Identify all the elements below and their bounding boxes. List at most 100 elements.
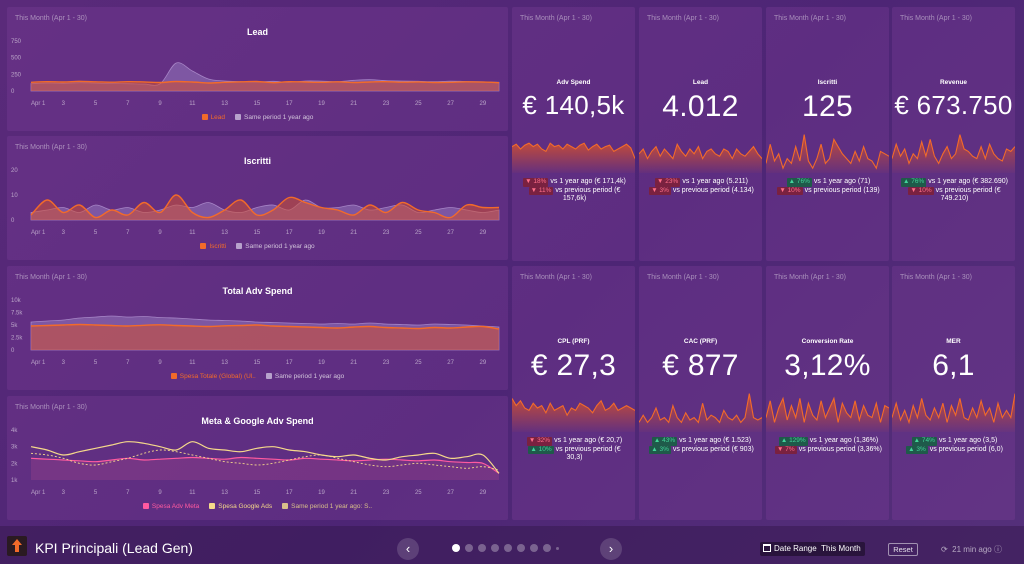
x-tick-label: 19 (318, 490, 325, 496)
comparison-row: ▲ 74% vs 1 year ago (3,5) (900, 437, 1009, 446)
page-dot[interactable] (491, 544, 499, 552)
page-dot[interactable] (530, 544, 538, 552)
chart-title: Lead (246, 27, 268, 37)
comparison-row: ▼ 7% vs previous period (3,36%) (774, 445, 883, 455)
trend-up-badge: ▲ 10% (528, 445, 554, 455)
last-refresh[interactable]: ⟳ 21 min ago ⓘ (941, 544, 1002, 555)
date-range-selector[interactable]: Date Range This Month (760, 542, 865, 556)
kpi-tile-3[interactable]: This Month (Apr 1 - 30) Revenue € 673.750 ▲… (892, 7, 1015, 261)
legend-swatch (170, 373, 177, 379)
x-tick-label: 3 (62, 360, 66, 366)
x-tick-label: 9 (158, 101, 162, 107)
x-tick-label: 21 (350, 360, 357, 366)
x-tick-label: 23 (383, 230, 390, 236)
x-tick-label: 9 (158, 490, 162, 496)
chart-tile-1[interactable]: This Month (Apr 1 - 30) Iscritti 20 10 0 Apr … (7, 136, 508, 260)
legend-item[interactable]: Same period 1 year ago (265, 373, 344, 380)
triangle-up-icon: ▲ (530, 445, 539, 453)
kpi-tile-0[interactable]: This Month (Apr 1 - 30) Adv Spend € 140,5k… (512, 7, 635, 261)
legend-item[interactable]: Spesa Totale (Global) (Ul.. (170, 373, 256, 380)
tile-period: This Month (Apr 1 - 30) (647, 274, 719, 281)
x-tick-label: Apr 1 (31, 101, 46, 107)
kpi-tile-7[interactable]: This Month (Apr 1 - 30) MER 6,1 ▲ 74% vs 1 y… (892, 266, 1015, 520)
kpi-title: CPL (PRF) (557, 338, 590, 345)
comparison-row: ▼ 18% vs 1 year ago (€ 171,4k) (520, 178, 629, 187)
page-dot[interactable] (465, 544, 473, 552)
x-tick-label: 7 (126, 101, 130, 107)
legend-swatch (209, 503, 216, 509)
kpi-value: € 673.750 (894, 90, 1013, 120)
x-tick-label: 17 (286, 490, 293, 496)
next-page-button[interactable]: › (600, 538, 622, 560)
tile-period: This Month (Apr 1 - 30) (900, 15, 972, 22)
page-dot[interactable] (478, 544, 486, 552)
kpi-sparkline (512, 142, 635, 173)
badge-value: 11% (538, 186, 552, 194)
trend-down-badge: ▼ 32% (526, 437, 553, 446)
comparison-row: ▲ 129% vs 1 year ago (1,36%) (774, 437, 883, 446)
kpi-tile-5[interactable]: This Month (Apr 1 - 30) CAC (PRF) € 877 ▲ 4… (639, 266, 762, 520)
previous-page-button[interactable]: ‹ (397, 538, 419, 560)
x-tick-label: 7 (126, 360, 130, 366)
kpi-tile-2[interactable]: This Month (Apr 1 - 30) Iscritti 125 ▲ 76% v… (766, 7, 889, 261)
legend-item[interactable]: Same period 1 year ago (236, 243, 315, 250)
chart-tile-3[interactable]: This Month (Apr 1 - 30) Meta & Google Adv… (7, 396, 508, 520)
page-dot[interactable] (504, 544, 512, 552)
x-tick-label: 11 (189, 230, 196, 236)
x-tick-label: 15 (254, 101, 261, 107)
kpi-value: 6,1 (932, 349, 975, 382)
tile-period: This Month (Apr 1 - 30) (520, 15, 592, 22)
comparison-text: vs 1 year ago (3,5) (938, 437, 998, 444)
y-tick-label: 250 (11, 72, 22, 78)
comparison-row: ▼ 3% vs previous period (4.134) (647, 186, 756, 196)
kpi-value: € 877 (662, 349, 739, 382)
comparison-row: ▲ 43% vs 1 year ago (€ 1.523) (647, 437, 756, 446)
page-dot[interactable] (452, 544, 460, 552)
kpi-title: Revenue (939, 79, 968, 86)
kpi-tile-6[interactable]: This Month (Apr 1 - 30) Conversion Rate 3,… (766, 266, 889, 520)
comparison-row: ▲ 3% vs previous period (€ 903) (647, 445, 756, 455)
kpi-tile-1[interactable]: This Month (Apr 1 - 30) Lead 4.012 ▼ 23% vs … (639, 7, 762, 261)
comparison-row: ▲ 76% vs 1 year ago (€ 382.690) (900, 178, 1009, 187)
page-dot[interactable] (517, 544, 525, 552)
x-tick-label: 19 (318, 230, 325, 236)
kpi-sparkline (766, 134, 889, 173)
chart-svg: 20 10 0 Apr 1 3 5 7 9 11 13 15 17 19 21 23 25 27 29 (11, 168, 500, 236)
kpi-value: € 140,5k (522, 90, 625, 120)
sparkline-line (512, 398, 635, 417)
reset-button[interactable]: Reset (888, 543, 918, 556)
x-tick-label: 23 (383, 360, 390, 366)
y-tick-label: 500 (11, 56, 22, 62)
trend-down-badge: ▼ 10% (777, 186, 803, 196)
calendar-icon (763, 544, 771, 552)
legend-item[interactable]: Spesa Adv Meta (142, 503, 199, 510)
kpi-tile-4[interactable]: This Month (Apr 1 - 30) CPL (PRF) € 27,3 ▼ … (512, 266, 635, 520)
legend-item[interactable]: Same period 1 year ago (235, 114, 313, 121)
chart-tile-0[interactable]: This Month (Apr 1 - 30) Lead 750 500 250 0 Apr… (7, 7, 508, 131)
badge-value: 7% (785, 445, 795, 453)
chart-svg: 750 500 250 0 Apr 1 3 5 7 9 11 13 15 17 19 21 23 25 27 29 (11, 39, 500, 107)
comparison-text: vs previous period (4.134) (672, 186, 754, 194)
legend-item[interactable]: Spesa Google Ads (209, 503, 272, 510)
comparison-text: vs 1 year ago (€ 382.690) (928, 178, 1009, 185)
triangle-up-icon: ▲ (902, 178, 912, 185)
chart-legend: Lead Same period 1 year ago (7, 114, 508, 121)
legend-item[interactable]: Same period 1 year ago: S.. (282, 503, 372, 510)
triangle-down-icon: ▼ (779, 186, 788, 194)
sparkline-line (766, 134, 889, 170)
legend-item[interactable]: Iscritti (200, 243, 226, 250)
chart-tile-2[interactable]: This Month (Apr 1 - 30) Total Adv Spend 10… (7, 266, 508, 390)
dashboard-footer: KPI Principali (Lead Gen) ‹ › Date Range… (0, 526, 1024, 564)
legend-label: Same period 1 year ago (244, 114, 314, 121)
chart-legend: Spesa Adv Meta Spesa Google Ads Same perio… (7, 503, 508, 510)
legend-item[interactable]: Lead (201, 114, 225, 121)
comparison-row: ▼ 10% vs previous period (139) (774, 186, 883, 196)
triangle-up-icon: ▲ (780, 437, 790, 444)
kpi-title: MER (946, 338, 961, 345)
chevron-left-icon: ‹ (405, 541, 411, 556)
page-dot[interactable] (543, 544, 551, 552)
page-dot[interactable] (556, 547, 559, 550)
date-range-label: Date Range (774, 544, 817, 553)
x-tick-label: 29 (480, 101, 487, 107)
y-tick-label: 7.5k (11, 311, 23, 317)
